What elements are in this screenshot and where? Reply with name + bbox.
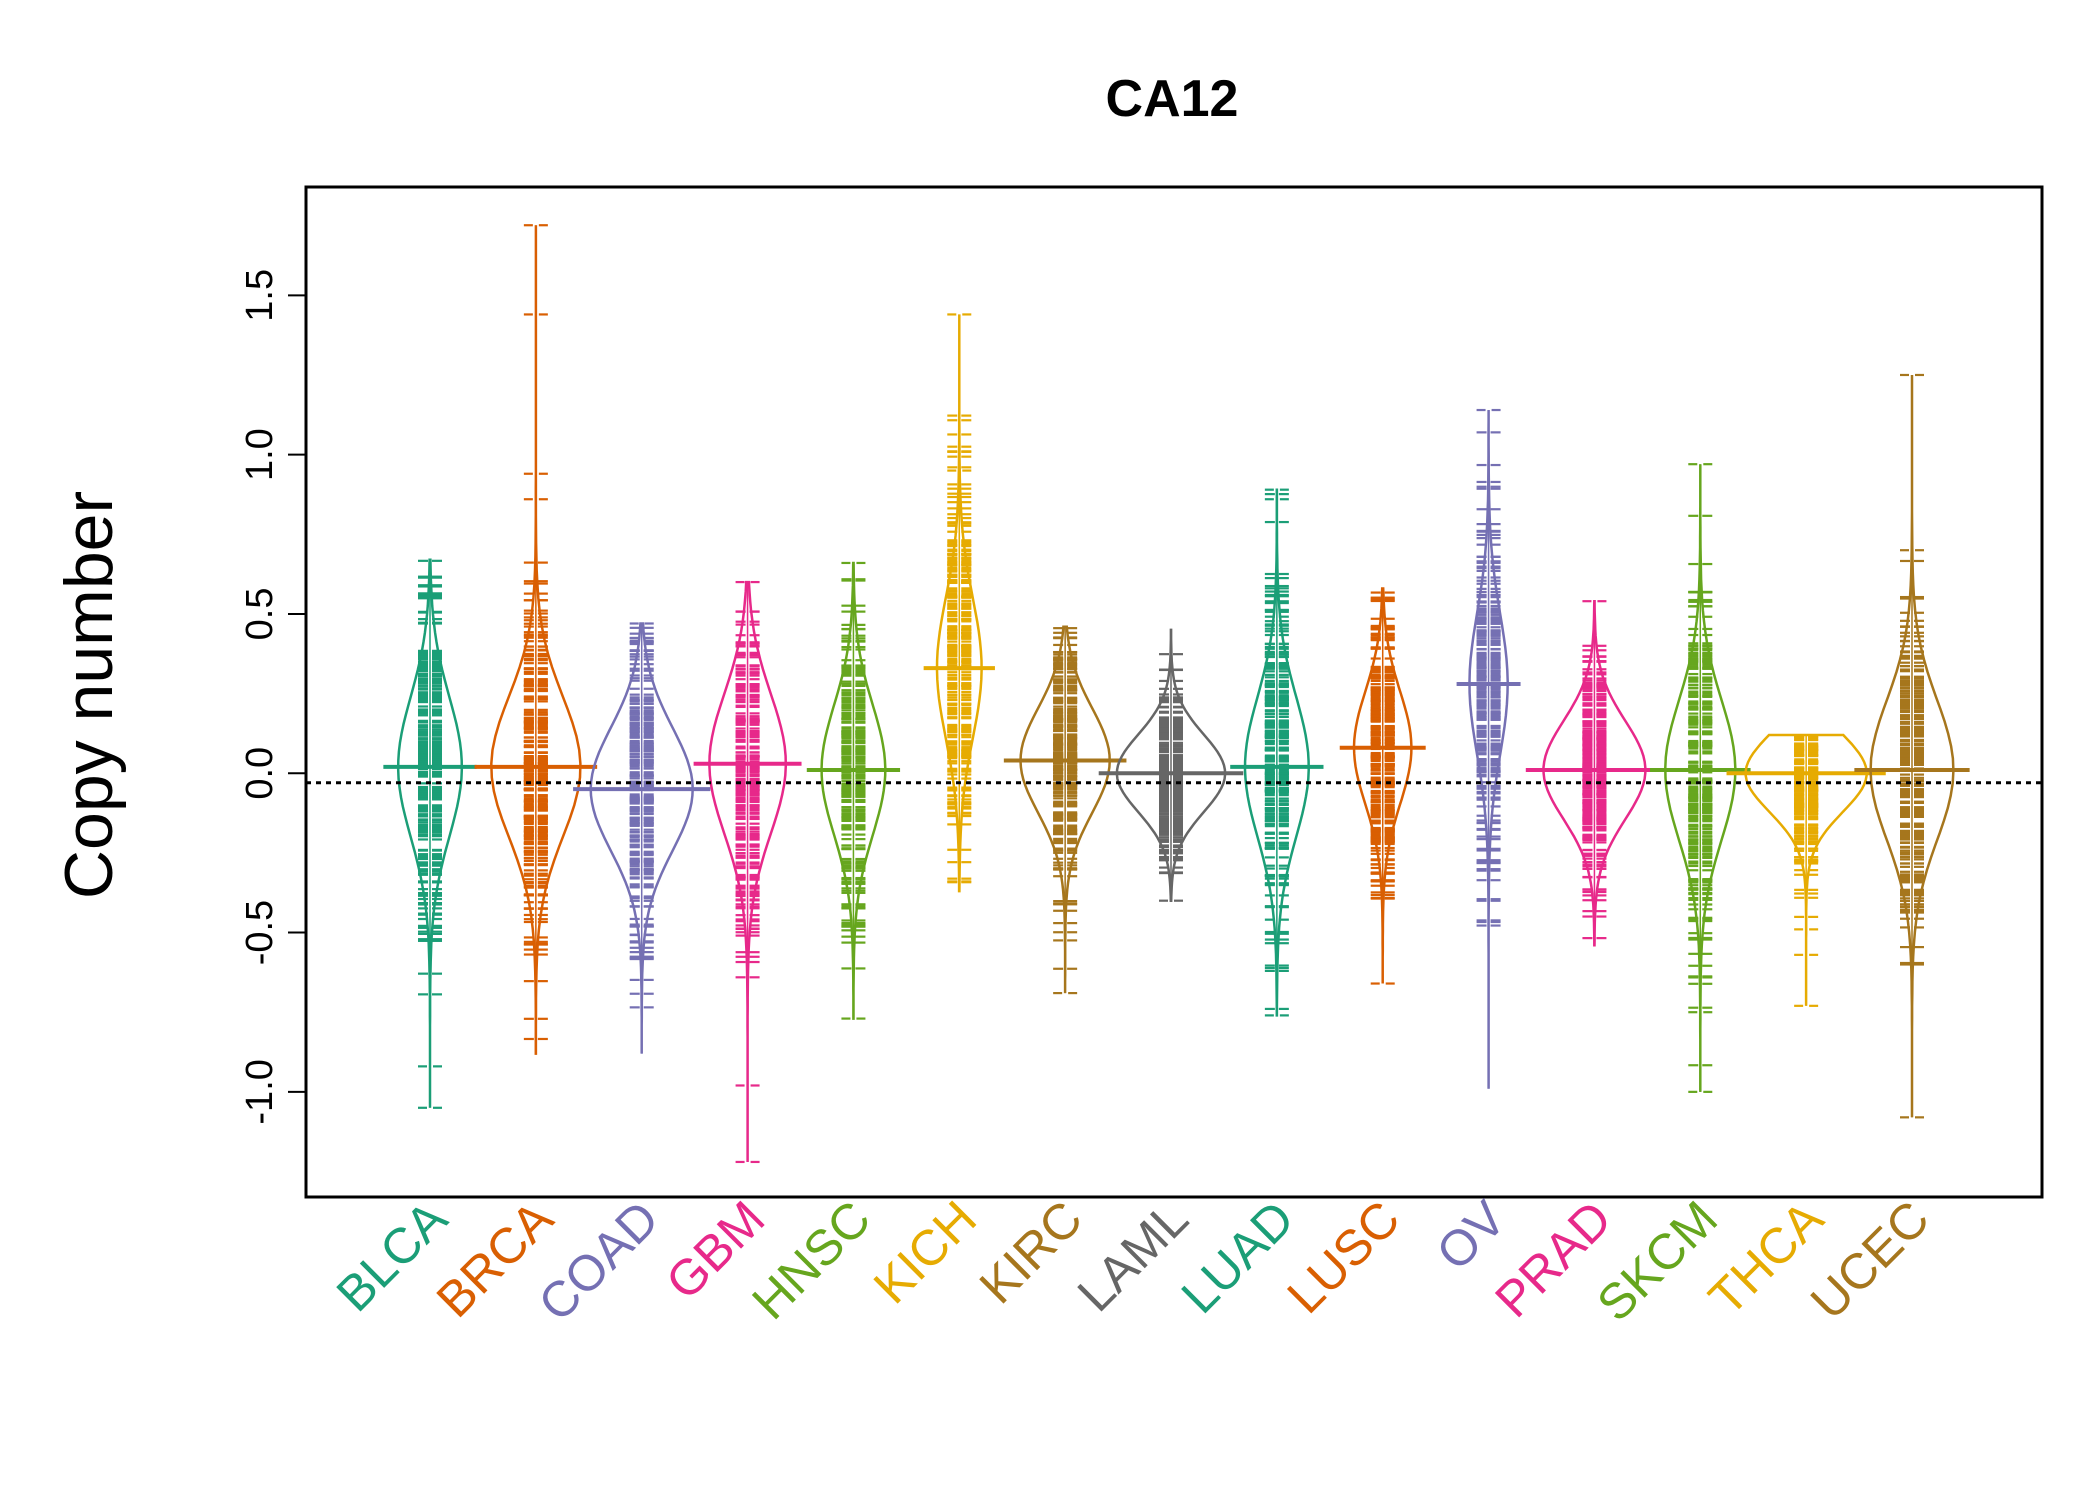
bean-group xyxy=(383,224,1970,1164)
bean-blca xyxy=(383,558,477,1109)
y-axis: -1.0 -0.5 0.0 0.5 1.0 1.5 xyxy=(239,269,307,1125)
y-tick-label: -1.0 xyxy=(239,1059,281,1124)
bean-brca xyxy=(474,224,598,1055)
y-tick-label: 0.0 xyxy=(239,747,281,800)
chart-title: CA12 xyxy=(1106,70,1239,128)
bean-laml xyxy=(1098,628,1244,902)
bean-prad xyxy=(1525,599,1664,947)
bean-kirc xyxy=(1003,625,1127,995)
bean-coad xyxy=(573,622,711,1054)
bean-ov xyxy=(1456,408,1521,1089)
y-tick-label: -0.5 xyxy=(239,900,281,965)
bean-kich xyxy=(923,313,995,893)
y-axis-label: Copy number xyxy=(51,491,127,899)
bean-luad xyxy=(1230,488,1324,1017)
bean-gbm xyxy=(693,580,802,1164)
y-tick-label: 1.5 xyxy=(239,269,281,322)
bean-lusc xyxy=(1339,587,1426,985)
y-tick-label: 1.0 xyxy=(239,428,281,481)
y-tick-label: 0.5 xyxy=(239,588,281,641)
bean-hnsc xyxy=(806,561,901,1020)
